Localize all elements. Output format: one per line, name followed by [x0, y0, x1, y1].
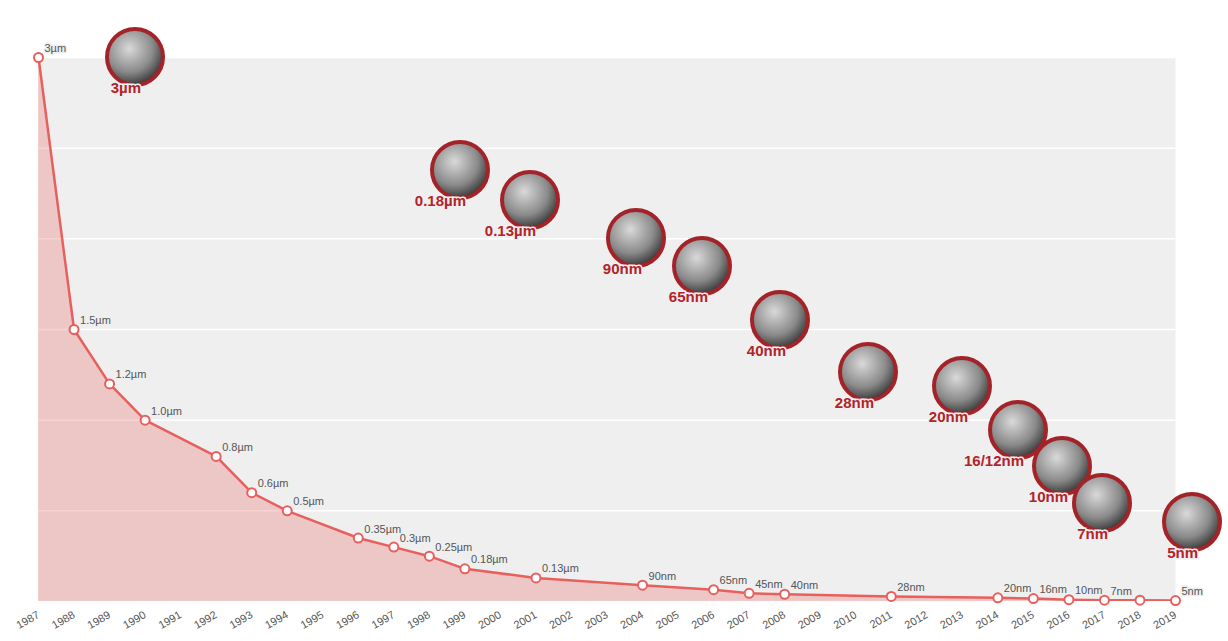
svg-text:1996: 1996 — [334, 608, 361, 631]
svg-text:2019: 2019 — [1151, 608, 1178, 631]
svg-text:2013: 2013 — [938, 608, 965, 631]
svg-text:16nm: 16nm — [1039, 583, 1067, 595]
svg-text:2010: 2010 — [831, 608, 858, 631]
svg-text:5nm: 5nm — [1167, 544, 1198, 561]
svg-text:7nm: 7nm — [1110, 585, 1131, 597]
svg-text:2017: 2017 — [1080, 608, 1107, 631]
svg-text:0.18µm: 0.18µm — [471, 553, 508, 565]
svg-text:28nm: 28nm — [835, 394, 874, 411]
svg-text:2018: 2018 — [1116, 608, 1143, 631]
svg-text:0.13µm: 0.13µm — [485, 222, 536, 239]
svg-text:2005: 2005 — [654, 608, 681, 631]
svg-text:1.0µm: 1.0µm — [151, 405, 182, 417]
svg-text:1999: 1999 — [440, 608, 467, 631]
svg-text:3µm: 3µm — [111, 79, 141, 96]
svg-text:2000: 2000 — [476, 608, 503, 631]
svg-text:28nm: 28nm — [897, 581, 925, 593]
svg-text:2007: 2007 — [725, 608, 752, 631]
svg-text:1994: 1994 — [263, 608, 290, 631]
svg-text:0.13µm: 0.13µm — [542, 562, 579, 574]
svg-text:2008: 2008 — [760, 608, 787, 631]
svg-text:20nm: 20nm — [1004, 582, 1032, 594]
svg-text:1992: 1992 — [192, 608, 219, 631]
svg-text:40nm: 40nm — [747, 342, 786, 359]
svg-text:2012: 2012 — [902, 608, 929, 631]
svg-text:90nm: 90nm — [649, 570, 677, 582]
svg-text:2002: 2002 — [547, 608, 574, 631]
svg-text:2015: 2015 — [1009, 608, 1036, 631]
svg-text:40nm: 40nm — [791, 579, 819, 591]
svg-text:20nm: 20nm — [929, 408, 968, 425]
svg-text:2006: 2006 — [689, 608, 716, 631]
svg-text:1995: 1995 — [298, 608, 325, 631]
svg-text:65nm: 65nm — [669, 288, 708, 305]
svg-text:3µm: 3µm — [45, 42, 67, 54]
svg-text:16/12nm: 16/12nm — [964, 452, 1024, 469]
svg-text:0.25µm: 0.25µm — [435, 541, 472, 553]
svg-text:1991: 1991 — [156, 608, 183, 631]
svg-text:0.8µm: 0.8µm — [222, 441, 253, 453]
svg-text:65nm: 65nm — [720, 574, 748, 586]
svg-text:2004: 2004 — [618, 608, 645, 631]
svg-text:1993: 1993 — [227, 608, 254, 631]
svg-text:2011: 2011 — [868, 608, 894, 630]
svg-text:7nm: 7nm — [1077, 525, 1108, 542]
svg-text:1989: 1989 — [85, 608, 112, 631]
svg-text:0.6µm: 0.6µm — [258, 477, 289, 489]
svg-text:5nm: 5nm — [1182, 585, 1203, 597]
svg-text:1990: 1990 — [121, 608, 148, 631]
svg-text:10nm: 10nm — [1075, 584, 1103, 596]
svg-text:0.35µm: 0.35µm — [364, 523, 401, 535]
svg-text:90nm: 90nm — [603, 260, 642, 277]
svg-text:1998: 1998 — [405, 608, 432, 631]
svg-text:1.5µm: 1.5µm — [80, 314, 111, 326]
svg-text:1.2µm: 1.2µm — [116, 368, 147, 380]
svg-text:2014: 2014 — [973, 608, 1000, 631]
svg-text:0.3µm: 0.3µm — [400, 532, 431, 544]
svg-text:1997: 1997 — [369, 608, 396, 631]
svg-text:0.18µm: 0.18µm — [415, 192, 466, 209]
svg-text:2016: 2016 — [1044, 608, 1071, 631]
svg-text:0.5µm: 0.5µm — [293, 495, 324, 507]
svg-text:2009: 2009 — [796, 608, 823, 631]
svg-text:2001: 2001 — [511, 608, 538, 631]
svg-text:1988: 1988 — [50, 608, 77, 631]
svg-text:10nm: 10nm — [1029, 488, 1068, 505]
svg-text:45nm: 45nm — [755, 578, 783, 590]
svg-text:1987: 1987 — [14, 608, 41, 631]
svg-text:2003: 2003 — [583, 608, 610, 631]
